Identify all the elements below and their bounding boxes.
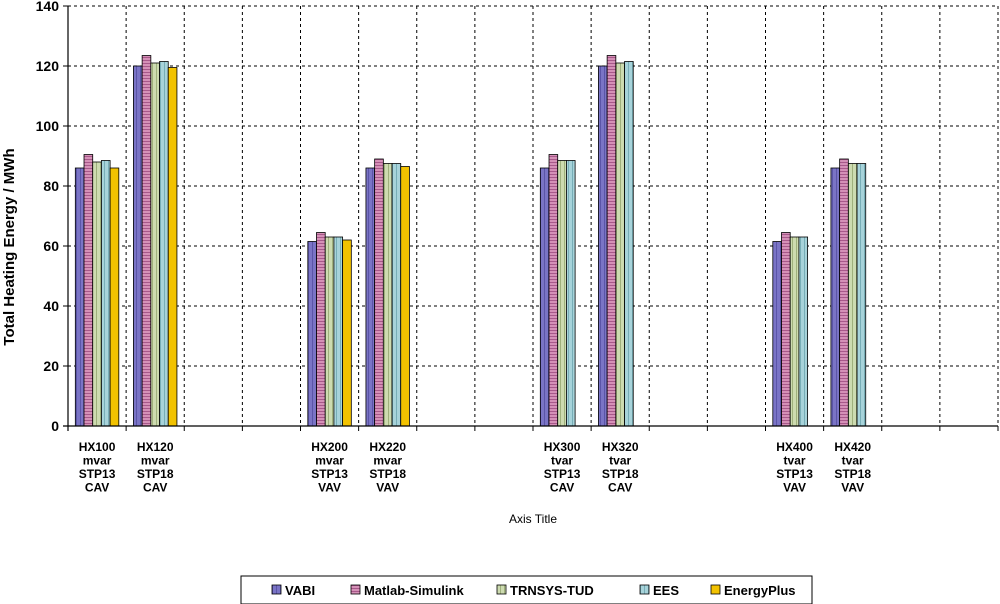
y-tick-label: 20	[43, 358, 59, 374]
bar-ees	[391, 163, 402, 427]
bar-vabi	[365, 167, 376, 427]
legend-label: TRNSYS-TUD	[510, 583, 594, 598]
bar-vabi	[772, 241, 782, 427]
bar-energyplus	[109, 167, 120, 427]
y-tick-label: 100	[36, 118, 60, 134]
x-category-labels: HX100 mvar STP13 CAV HX120 mvar STP18 CAV HX200 m…	[79, 440, 872, 495]
y-axis-label: Total Heating Energy / MWh	[1, 148, 18, 345]
bar-energyplus	[400, 166, 410, 427]
x-category-label: HX120 mvar STP18 CAV	[137, 440, 174, 495]
bars	[74, 55, 867, 427]
bar-trnsys-tud	[382, 163, 393, 427]
bar-matlab-simulink	[316, 232, 326, 427]
legend-swatch	[350, 584, 361, 595]
legend: VABI Matlab-Simulink TRNSYS-TUD EES EnergyPl…	[240, 575, 813, 604]
bar-trnsys-tud	[557, 160, 567, 427]
bar-vabi	[133, 65, 143, 427]
bar-matlab-simulink	[548, 154, 559, 427]
bar-ees	[856, 163, 867, 427]
bar-ees	[159, 61, 169, 427]
y-tick-label: 60	[43, 238, 59, 254]
x-category-label: HX400 tvar STP13 VAV	[776, 440, 813, 495]
bar-ees	[624, 61, 634, 427]
bar-trnsys-tud	[615, 62, 625, 427]
y-tick-label: 40	[43, 298, 59, 314]
bar-vabi	[307, 241, 317, 427]
legend-swatch	[710, 584, 721, 595]
x-category-label: HX200 mvar STP13 VAV	[311, 440, 348, 495]
legend-label: Matlab-Simulink	[364, 583, 464, 598]
y-tick-label: 120	[36, 58, 60, 74]
legend-box	[240, 575, 813, 604]
bar-vabi	[598, 65, 608, 427]
bar-trnsys-tud	[150, 62, 160, 427]
x-category-label: HX100 mvar STP13 CAV	[79, 440, 116, 495]
legend-swatch	[496, 584, 507, 595]
axes	[63, 5, 999, 431]
bar-trnsys-tud	[789, 236, 800, 427]
y-tick-label: 80	[43, 178, 59, 194]
bar-matlab-simulink	[839, 158, 849, 427]
y-tick-label: 0	[51, 418, 59, 434]
bar-trnsys-tud	[92, 161, 102, 427]
bar-matlab-simulink	[83, 154, 94, 427]
y-tick-labels: 0 20 40 60 80 100 120 140	[36, 0, 60, 434]
legend-swatch	[639, 584, 650, 595]
x-category-label: HX320 tvar STP18 CAV	[602, 440, 639, 495]
x-category-label: HX300 tvar STP13 CAV	[544, 440, 581, 495]
bar-vabi	[539, 167, 550, 427]
legend-label: VABI	[285, 583, 315, 598]
bar-vabi	[74, 167, 85, 427]
legend-swatch	[271, 584, 282, 595]
bar-trnsys-tud	[324, 236, 335, 427]
bar-vabi	[830, 167, 841, 427]
y-tick-label: 140	[36, 0, 60, 14]
x-axis-title: Axis Title	[509, 512, 557, 526]
bar-energyplus	[342, 239, 352, 427]
bar-trnsys-tud	[847, 163, 858, 427]
bar-ees	[798, 236, 809, 427]
bar-matlab-simulink	[141, 55, 152, 427]
bar-ees	[101, 160, 111, 427]
legend-label: EES	[653, 583, 679, 598]
bar-ees	[333, 236, 344, 427]
bar-matlab-simulink	[606, 55, 617, 427]
bar-matlab-simulink	[374, 158, 384, 427]
x-category-label: HX220 mvar STP18 VAV	[369, 440, 406, 495]
x-category-label: HX420 tvar STP18 VAV	[834, 440, 871, 495]
bar-energyplus	[167, 67, 178, 427]
bar-ees	[566, 160, 576, 427]
bar-matlab-simulink	[781, 232, 791, 427]
legend-label: EnergyPlus	[724, 583, 796, 598]
